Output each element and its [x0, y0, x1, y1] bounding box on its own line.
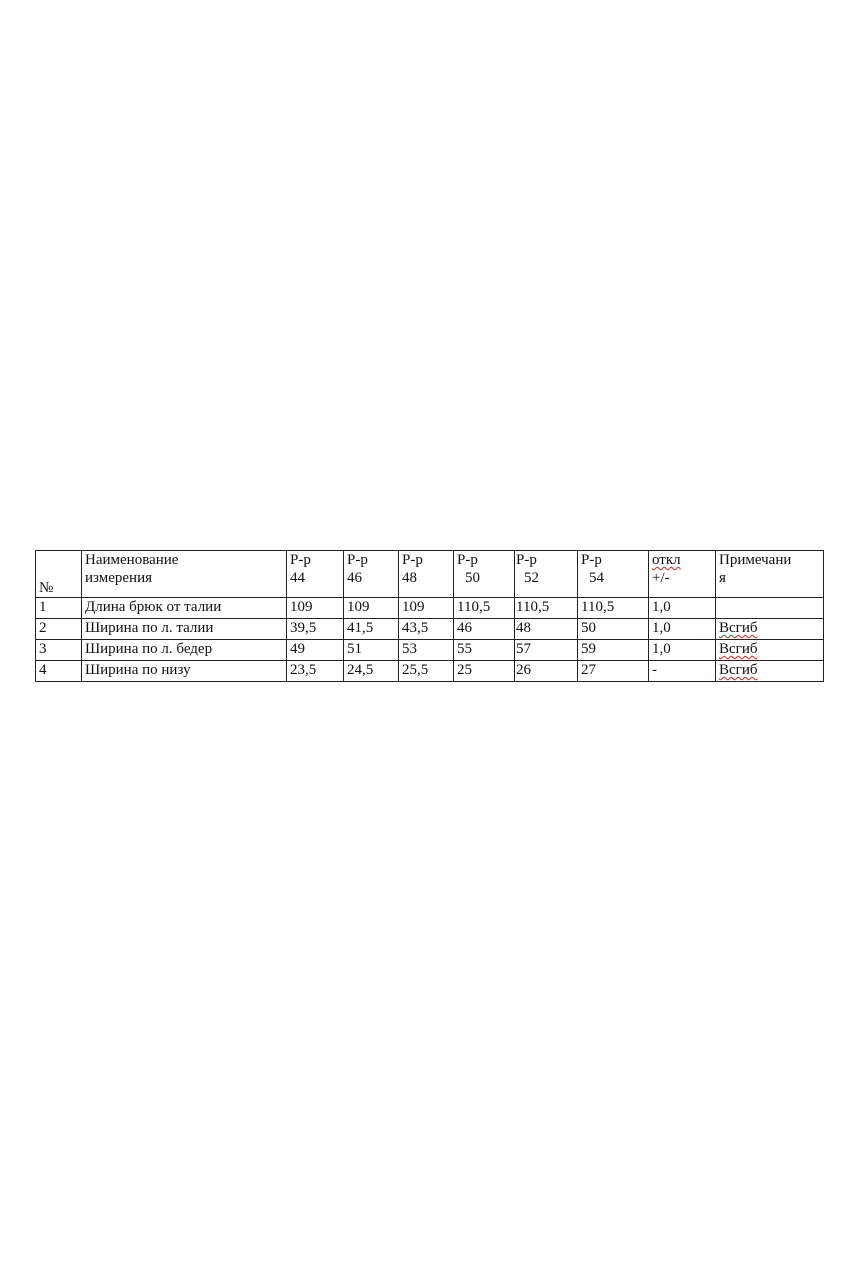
- size-cell: 110,5: [453, 597, 515, 619]
- size-cell: 55: [453, 639, 515, 661]
- size-value: 46: [347, 570, 362, 586]
- note-text: Всгиб: [719, 662, 758, 678]
- header-size: Р-р 46: [343, 550, 399, 598]
- row-name: Ширина по низу: [81, 660, 287, 682]
- size-cell: 109: [343, 597, 399, 619]
- row-num: 4: [35, 660, 82, 682]
- size-cell: 39,5: [286, 618, 344, 640]
- row-name: Ширина по л. талии: [81, 618, 287, 640]
- size-cell: 110,5: [577, 597, 649, 619]
- header-notes: Примечани я: [715, 550, 824, 598]
- size-cell: 46: [453, 618, 515, 640]
- size-label: Р-р: [457, 552, 478, 568]
- notes-cell: Всгиб: [715, 639, 824, 661]
- size-value: 52: [524, 570, 539, 586]
- tolerance-sign: +/-: [652, 570, 670, 586]
- size-label: Р-р: [290, 552, 311, 568]
- header-row: № Наименование измерения Р-р 44 Р-р 46 Р-р 4…: [35, 550, 824, 598]
- size-cell: 27: [577, 660, 649, 682]
- size-cell: 53: [398, 639, 454, 661]
- size-value: 48: [402, 570, 417, 586]
- size-cell: 25: [453, 660, 515, 682]
- tolerance-cell: 1,0: [648, 639, 716, 661]
- header-size: Р-р 50: [453, 550, 515, 598]
- table-row: 1 Длина брюк от талии 109 109 109 110,5 110,5 1…: [35, 597, 824, 619]
- size-cell: 23,5: [286, 660, 344, 682]
- size-cell: 49: [286, 639, 344, 661]
- tolerance-cell: 1,0: [648, 618, 716, 640]
- table-row: 3 Ширина по л. бедер 49 51 53 55 57 59 1,0 Всгиб: [35, 639, 824, 661]
- header-size: Р-р 52: [514, 550, 578, 598]
- row-name: Длина брюк от талии: [81, 597, 287, 619]
- notes-cell: Всгиб: [715, 660, 824, 682]
- size-cell: 26: [514, 660, 578, 682]
- size-label: Р-р: [347, 552, 368, 568]
- size-cell: 110,5: [514, 597, 578, 619]
- note-text: Всгиб: [719, 641, 758, 657]
- size-value: 54: [589, 570, 604, 586]
- size-cell: 50: [577, 618, 649, 640]
- size-cell: 57: [514, 639, 578, 661]
- row-name: Ширина по л. бедер: [81, 639, 287, 661]
- header-name: Наименование измерения: [81, 550, 287, 598]
- row-num: 2: [35, 618, 82, 640]
- notes-cell: [715, 597, 824, 619]
- size-cell: 24,5: [343, 660, 399, 682]
- size-cell: 25,5: [398, 660, 454, 682]
- header-size: Р-р 48: [398, 550, 454, 598]
- table-row: 2 Ширина по л. талии 39,5 41,5 43,5 46 48 50 1,0…: [35, 618, 824, 640]
- header-num: №: [35, 550, 82, 598]
- size-cell: 43,5: [398, 618, 454, 640]
- size-cell: 109: [398, 597, 454, 619]
- header-name-line2: измерения: [85, 570, 153, 586]
- table-row: 4 Ширина по низу 23,5 24,5 25,5 25 26 27- Всгиб: [35, 660, 824, 682]
- row-num: 3: [35, 639, 82, 661]
- size-value: 44: [290, 570, 305, 586]
- size-value: 50: [465, 570, 480, 586]
- notes-line2: я: [719, 570, 726, 586]
- size-label: Р-р: [581, 552, 602, 568]
- size-label: Р-р: [516, 552, 537, 568]
- header-size: Р-р 54: [577, 550, 649, 598]
- size-label: Р-р: [402, 552, 423, 568]
- tolerance-cell: -: [648, 660, 716, 682]
- note-text: Всгиб: [719, 620, 758, 636]
- measurement-table: № Наименование измерения Р-р 44 Р-р 46 Р-р 4…: [35, 550, 824, 682]
- size-cell: 51: [343, 639, 399, 661]
- size-cell: 109: [286, 597, 344, 619]
- size-cell: 48: [514, 618, 578, 640]
- size-cell: 41,5: [343, 618, 399, 640]
- notes-line1: Примечани: [719, 552, 792, 568]
- header-size: Р-р 44: [286, 550, 344, 598]
- header-tolerance: откл +/-: [648, 550, 716, 598]
- row-num: 1: [35, 597, 82, 619]
- tolerance-label: откл: [652, 552, 681, 568]
- tolerance-cell: 1,0: [648, 597, 716, 619]
- size-cell: 59: [577, 639, 649, 661]
- notes-cell: Всгиб: [715, 618, 824, 640]
- header-name-line1: Наименование: [85, 552, 179, 568]
